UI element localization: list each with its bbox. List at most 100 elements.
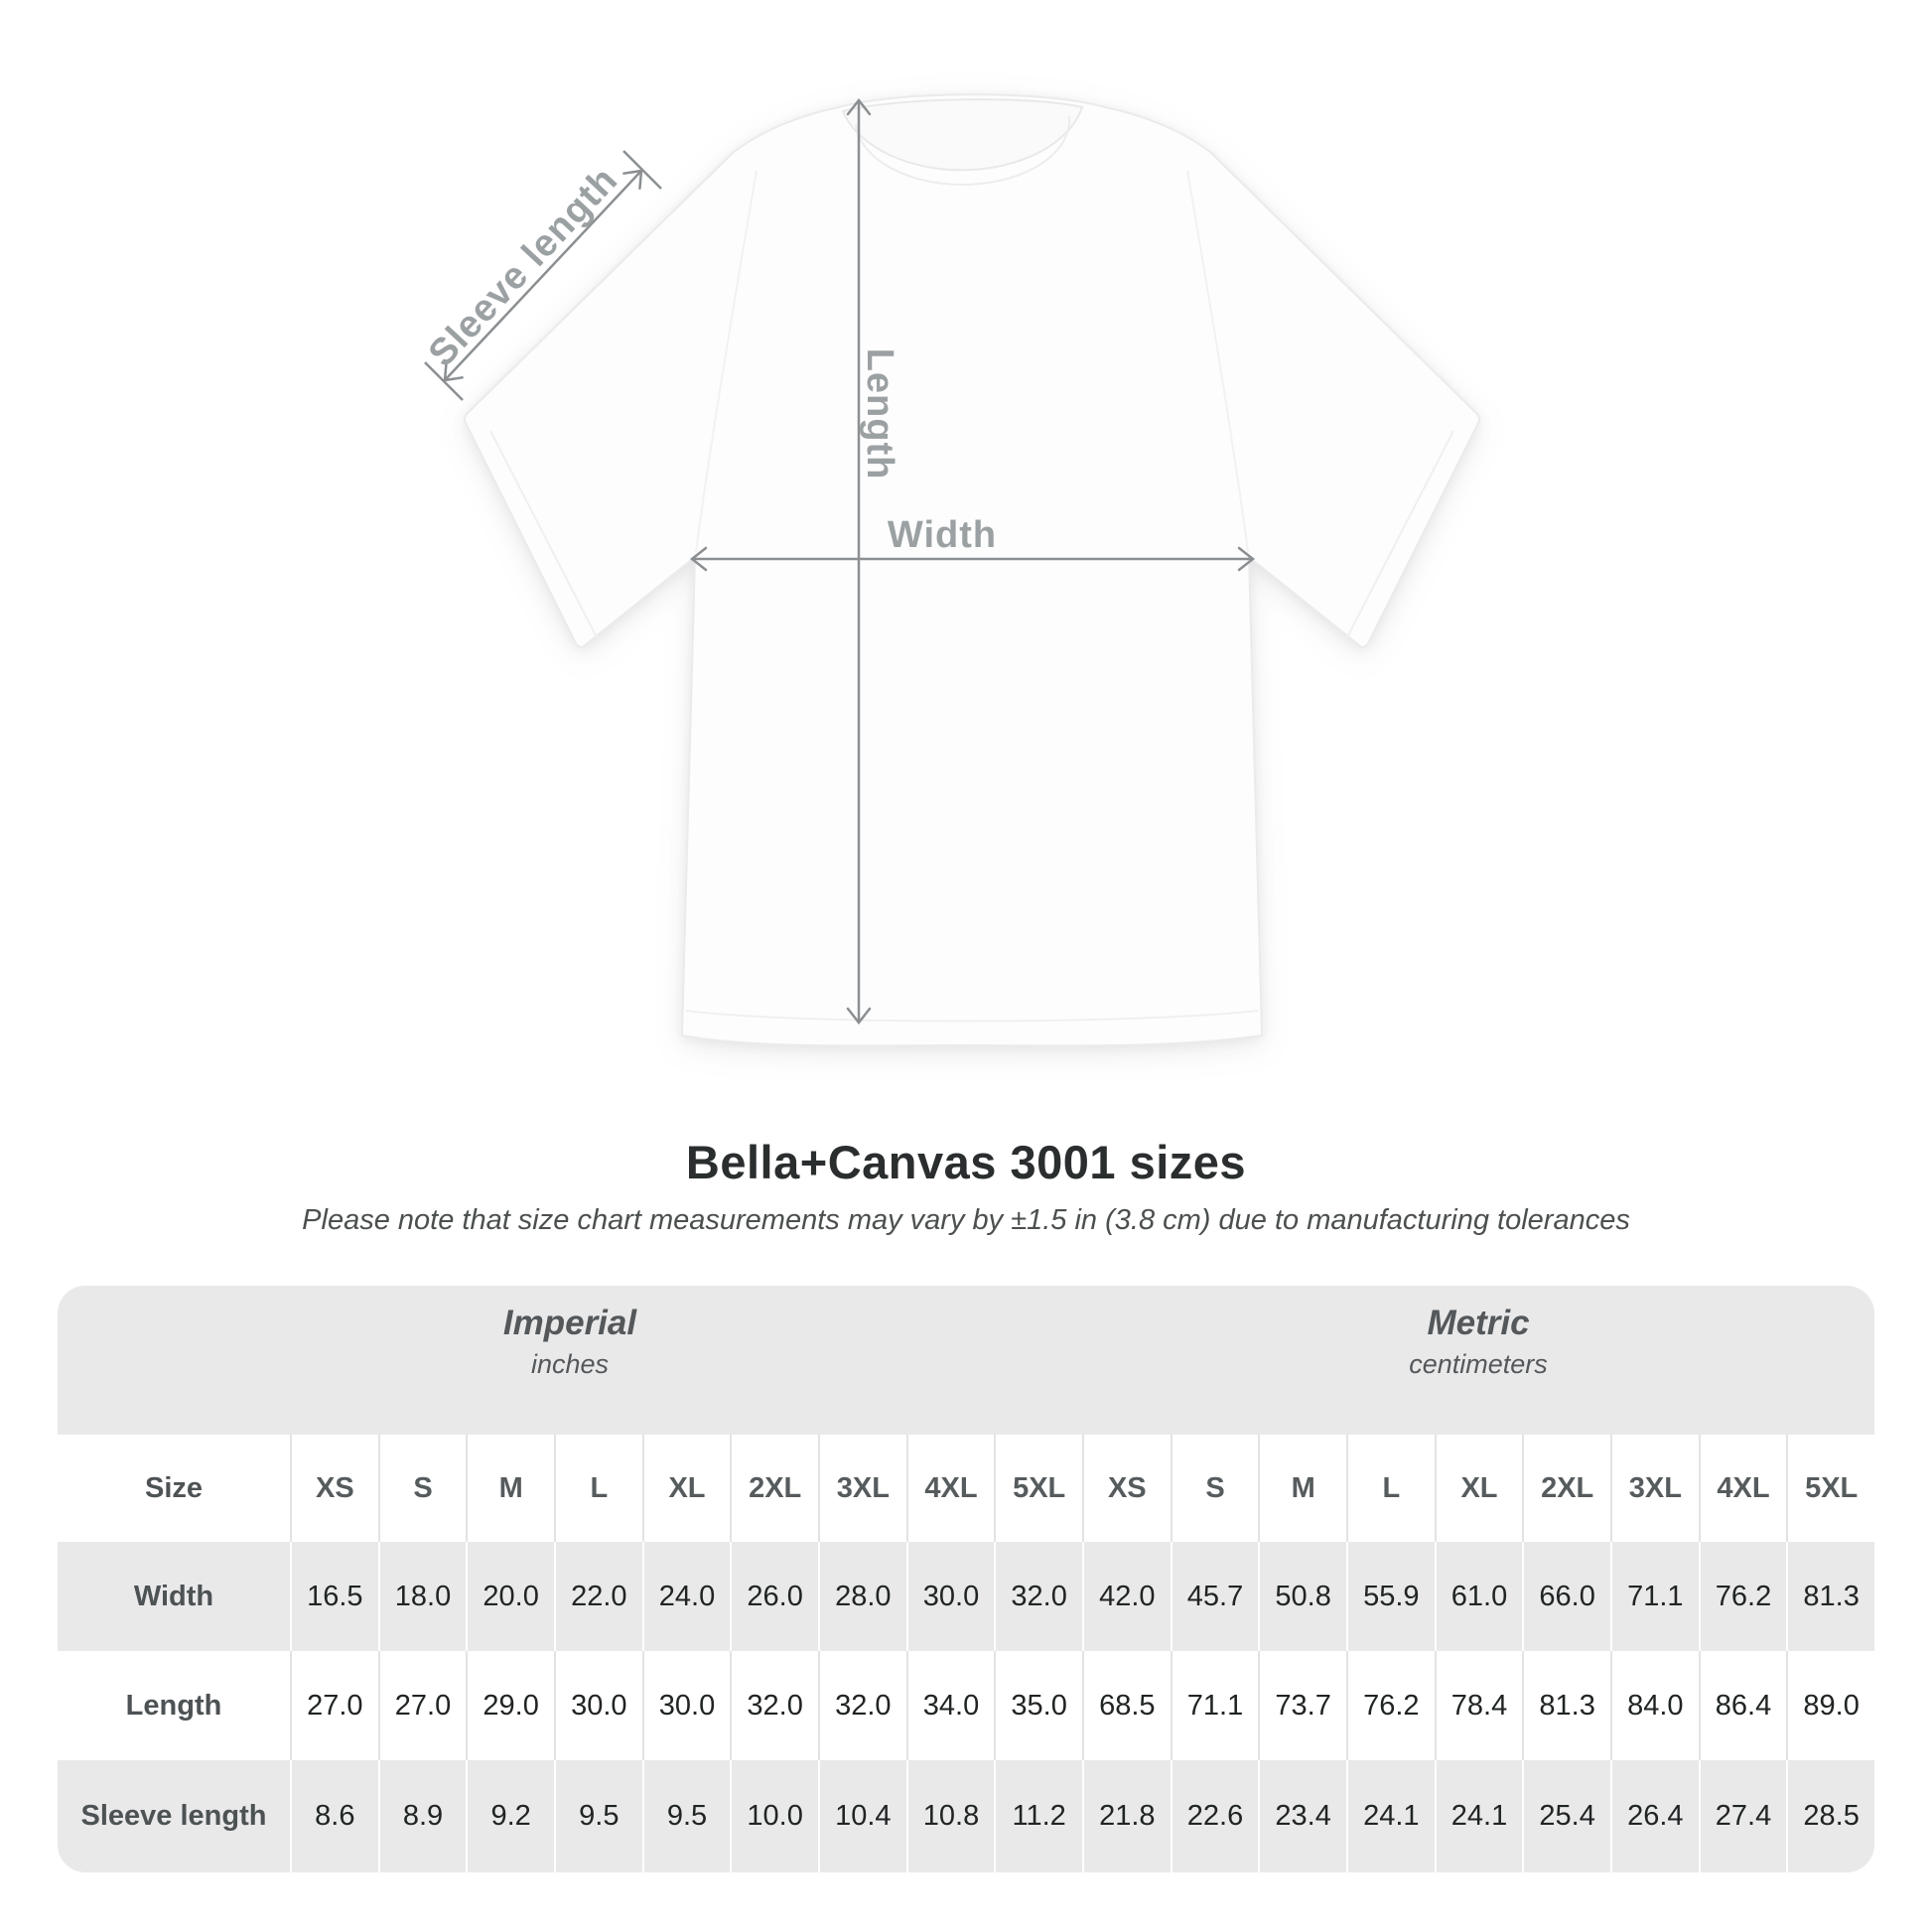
size-cell: 55.9 [1345,1542,1435,1651]
size-cell: 18.0 [377,1542,467,1651]
size-cell: 26.0 [730,1542,818,1651]
page-title: Bella+Canvas 3001 sizes [685,1136,1247,1188]
size-header: 3XL [817,1435,906,1542]
sleeve-length-row-label: Sleeve length [80,1800,267,1832]
size-cell: 20.0 [466,1542,554,1651]
sleeve-length-arrow [443,169,643,382]
size-header: S [1170,1435,1259,1542]
size-cell: 21.8 [1081,1760,1171,1872]
size-header: XS [290,1435,378,1542]
size-cell: 76.2 [1345,1651,1435,1760]
metric-label: Metric [1427,1304,1530,1342]
size-header: XS [1081,1435,1171,1542]
size-cell: 24.1 [1345,1760,1435,1872]
metric-unit: centimeters [1409,1349,1548,1379]
size-cell: 27.0 [290,1651,378,1760]
size-cell: 71.1 [1170,1651,1259,1760]
imperial-unit: inches [530,1349,610,1379]
size-cell: 30.0 [905,1542,995,1651]
size-cell: 8.9 [377,1760,467,1872]
sleeve-length-row: Sleeve length 8.6 8.9 9.2 9.5 9.5 10.0 1… [58,1760,1874,1872]
tshirt-armhole-seam-right [1186,170,1249,553]
size-cell: 45.7 [1170,1542,1259,1651]
metric-group-header: Metric centimeters [1082,1286,1874,1435]
size-cell: 32.0 [730,1651,818,1760]
size-header: 4XL [1698,1435,1787,1542]
size-header: 2XL [1522,1435,1610,1542]
size-cell: 35.0 [994,1651,1082,1760]
size-cell: 78.4 [1434,1651,1523,1760]
tolerance-note: Please note that size chart measurements… [302,1204,1630,1236]
size-cell: 73.7 [1258,1651,1346,1760]
size-header: 4XL [905,1435,995,1542]
unit-group-header-row: Imperial inches Metric centimeters [58,1286,1874,1435]
size-cell: 86.4 [1698,1651,1787,1760]
size-cell: 25.4 [1522,1760,1610,1872]
size-cell: 32.0 [994,1542,1082,1651]
size-cell: 81.3 [1786,1542,1874,1651]
size-cell: 28.5 [1786,1760,1874,1872]
tshirt-measurement-diagram: Sleeve length Length Width [421,93,1481,1047]
size-header: M [466,1435,554,1542]
size-header-row: Size XS S M L XL 2XL 3XL 4XL 5XL XS S M … [58,1435,1874,1542]
size-cell: 23.4 [1258,1760,1346,1872]
size-cell: 22.0 [553,1542,642,1651]
size-cell: 61.0 [1434,1542,1523,1651]
tshirt-body [463,93,1481,1047]
tshirt-armhole-seam-left [695,170,758,553]
size-cell: 89.0 [1786,1651,1874,1760]
size-header: M [1258,1435,1346,1542]
size-header: L [553,1435,642,1542]
size-cell: 24.1 [1434,1760,1523,1872]
width-row-label: Width [133,1580,214,1612]
dimension-arrows [424,97,1256,1026]
size-header: XL [1434,1435,1523,1542]
size-cell: 34.0 [905,1651,995,1760]
imperial-group-header: Imperial inches [58,1286,1082,1435]
size-cell: 32.0 [817,1651,906,1760]
size-cell: 10.0 [730,1760,818,1872]
size-cell: 22.6 [1170,1760,1259,1872]
tshirt-hem-stitch [685,1010,1259,1023]
tshirt-graphic [463,93,1481,1047]
size-cell: 28.0 [817,1542,906,1651]
size-header: 3XL [1609,1435,1699,1542]
length-label: Length [859,348,900,481]
tshirt-cuff-seam-left [489,430,598,638]
size-cell: 10.4 [817,1760,906,1872]
length-row-label: Length [125,1689,222,1722]
size-column-label: Size [144,1471,204,1504]
size-cell: 11.2 [994,1760,1082,1872]
size-cell: 8.6 [290,1760,378,1872]
size-header: 2XL [730,1435,818,1542]
size-header: 5XL [1786,1435,1874,1542]
size-cell: 66.0 [1522,1542,1610,1651]
size-cell: 16.5 [290,1542,378,1651]
size-cell: 30.0 [641,1651,731,1760]
size-cell: 10.8 [905,1760,995,1872]
size-header: L [1345,1435,1435,1542]
tshirt-collar [841,98,1084,172]
imperial-label: Imperial [502,1304,637,1342]
size-cell: 9.2 [466,1760,554,1872]
size-header: S [377,1435,467,1542]
sleeve-arrow-start-cap [424,361,464,401]
tshirt-cuff-seam-right [1346,430,1454,638]
size-cell: 68.5 [1081,1651,1171,1760]
size-cell: 71.1 [1609,1542,1699,1651]
size-cell: 42.0 [1081,1542,1171,1651]
size-cell: 26.4 [1609,1760,1699,1872]
size-cell: 50.8 [1258,1542,1346,1651]
size-cell: 30.0 [553,1651,642,1760]
size-cell: 76.2 [1698,1542,1787,1651]
width-label: Width [888,514,997,556]
size-cell: 9.5 [553,1760,642,1872]
size-cell: 9.5 [641,1760,731,1872]
size-cell: 27.0 [377,1651,467,1760]
size-cell: 29.0 [466,1651,554,1760]
size-cell: 24.0 [641,1542,731,1651]
size-cell: 27.4 [1698,1760,1787,1872]
size-cell: 84.0 [1609,1651,1699,1760]
length-row: Length 27.0 27.0 29.0 30.0 30.0 32.0 32.… [58,1651,1874,1760]
